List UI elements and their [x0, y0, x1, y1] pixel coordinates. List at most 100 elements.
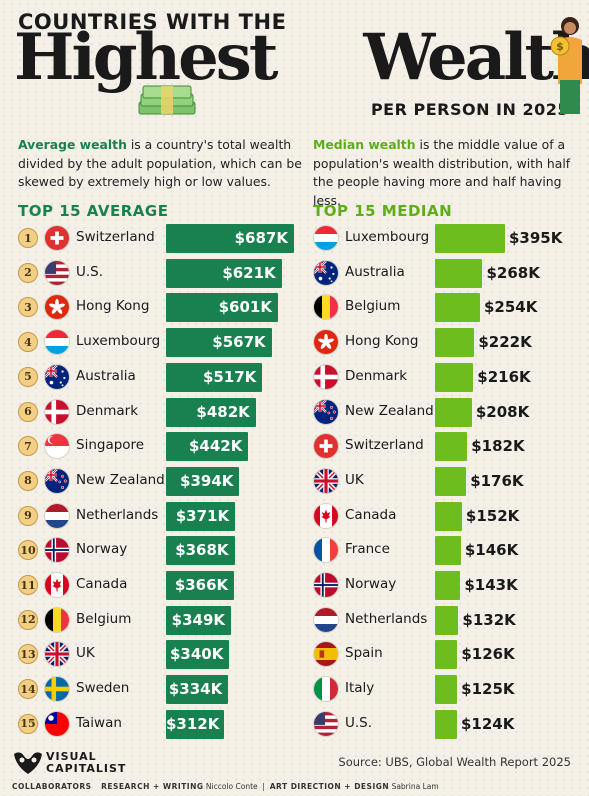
average-row-hong-kong: 3 Hong Kong $601K — [0, 292, 300, 323]
rank-badge: 15 — [18, 713, 38, 734]
belgium-flag-icon — [44, 606, 70, 633]
country-name: Denmark — [345, 367, 408, 384]
rank-badge: 9 — [18, 505, 38, 526]
median-chart-title: TOP 15 MEDIAN — [313, 202, 453, 220]
average-row-switzerland: 1 Switzerland $687K — [0, 223, 300, 253]
collaborators-line: COLLABORATORS RESEARCH + WRITING Niccolo… — [12, 782, 439, 791]
median-row-italy: Italy $125K — [0, 674, 589, 705]
headline-word-2: Wealth — [363, 20, 589, 95]
spain-flag-icon — [313, 641, 339, 668]
research-name: Niccolo Conte — [205, 782, 258, 791]
average-row-sweden: 14 Sweden $334K — [0, 674, 300, 705]
median-row-new-zealand: New Zealand $208K — [0, 397, 589, 427]
average-bar: $482K — [166, 397, 256, 427]
netherlands-flag-icon — [44, 502, 70, 529]
median-value-label: $124K — [460, 714, 515, 733]
france-flag-icon — [313, 537, 339, 564]
country-name: New Zealand — [345, 402, 434, 419]
median-row-france: France $146K — [0, 535, 589, 566]
rank-badge: 10 — [18, 540, 38, 561]
sweden-flag-icon — [44, 676, 70, 703]
country-name: Sweden — [76, 680, 130, 697]
average-bar: $621K — [166, 258, 282, 288]
country-name: Switzerland — [76, 229, 155, 245]
switzerland-flag-icon — [44, 225, 70, 251]
kicker: COUNTRIES WITH THE — [18, 10, 287, 34]
country-name: U.S. — [345, 714, 373, 731]
median-row-norway: Norway $143K — [0, 570, 589, 600]
singapore-flag-icon — [44, 433, 70, 460]
average-row-norway: 10 Norway $368K — [0, 535, 300, 566]
netherlands-flag-icon — [313, 606, 339, 633]
average-text: is a country's total wealth divided by t… — [18, 137, 302, 190]
country-name: Hong Kong — [76, 298, 150, 315]
canada-flag-icon — [44, 572, 70, 598]
country-name: Canada — [76, 576, 128, 592]
country-name: Australia — [76, 367, 136, 384]
median-row-switzerland: Switzerland $182K — [0, 431, 589, 462]
u-s-flag-icon — [313, 710, 339, 737]
canada-flag-icon — [313, 502, 339, 529]
average-row-singapore: 7 Singapore $442K — [0, 431, 300, 462]
median-value-label: $152K — [465, 506, 520, 525]
average-row-australia: 5 Australia $517K — [0, 362, 300, 392]
brand-line-1: VISUAL — [46, 750, 97, 763]
average-term: Average wealth — [18, 137, 127, 152]
country-name: U.S. — [76, 263, 104, 280]
hong-kong-flag-icon — [44, 294, 70, 321]
average-bar: $366K — [166, 571, 235, 600]
median-row-australia: Australia $268K — [0, 258, 589, 288]
average-row-luxembourg: 4 Luxembourg $567K — [0, 327, 300, 358]
median-bar — [435, 293, 480, 323]
average-row-netherlands: 9 Netherlands $371K — [0, 501, 300, 531]
median-value-label: $176K — [470, 471, 524, 490]
brand-name: VISUAL CAPITALIST — [46, 751, 126, 775]
average-row-canada: 11 Canada $366K — [0, 570, 300, 600]
median-value-label: $395K — [509, 229, 563, 247]
uk-flag-icon — [313, 467, 339, 494]
median-value-label: $254K — [484, 298, 538, 317]
norway-flag-icon — [313, 572, 339, 598]
median-value-label: $182K — [471, 437, 525, 456]
median-value-label: $222K — [478, 333, 532, 352]
art-name: Sabrina Lam — [391, 782, 439, 791]
average-bar: $687K — [166, 224, 294, 253]
median-row-belgium: Belgium $254K — [0, 292, 589, 323]
median-bar — [435, 571, 461, 600]
average-chart-title: TOP 15 AVERAGE — [18, 202, 169, 220]
median-bar — [435, 466, 467, 496]
norway-flag-icon — [44, 537, 70, 564]
average-bar: $601K — [166, 293, 278, 323]
country-name: Italy — [345, 680, 375, 697]
median-bar — [435, 709, 457, 739]
average-bar: $368K — [166, 536, 235, 566]
average-bar: $334K — [166, 675, 229, 705]
median-value-label: $132K — [462, 610, 516, 629]
median-value-label: $146K — [464, 541, 519, 560]
average-definition: Average wealth is a country's total weal… — [18, 136, 304, 192]
average-row-belgium: 12 Belgium $349K — [0, 605, 300, 635]
median-bar — [435, 675, 458, 705]
australia-flag-icon — [313, 259, 339, 286]
median-row-hong-kong: Hong Kong $222K — [0, 327, 589, 358]
country-name: Spain — [345, 645, 383, 662]
country-name: UK — [76, 645, 95, 662]
country-name: Norway — [345, 576, 397, 592]
country-name: Denmark — [76, 402, 139, 419]
person-holding-coin-icon: $ — [550, 17, 582, 114]
country-name: Canada — [345, 506, 397, 523]
money-stack-icon — [138, 85, 196, 115]
median-bar — [435, 397, 472, 427]
average-row-uk: 13 UK $340K — [0, 639, 300, 670]
new-zealand-flag-icon — [313, 398, 339, 425]
average-bar: $567K — [166, 328, 272, 358]
median-value-label: $143K — [464, 576, 518, 594]
country-name: Switzerland — [345, 437, 424, 454]
research-label: RESEARCH + WRITING — [101, 782, 204, 791]
luxembourg-flag-icon — [44, 329, 70, 356]
brand-line-2: CAPITALIST — [46, 762, 127, 775]
art-label: ART DIRECTION + DESIGN — [269, 782, 390, 791]
median-row-luxembourg: Luxembourg $395K — [0, 223, 589, 253]
rank-badge: 1 — [18, 228, 38, 248]
average-bar: $394K — [166, 466, 240, 496]
